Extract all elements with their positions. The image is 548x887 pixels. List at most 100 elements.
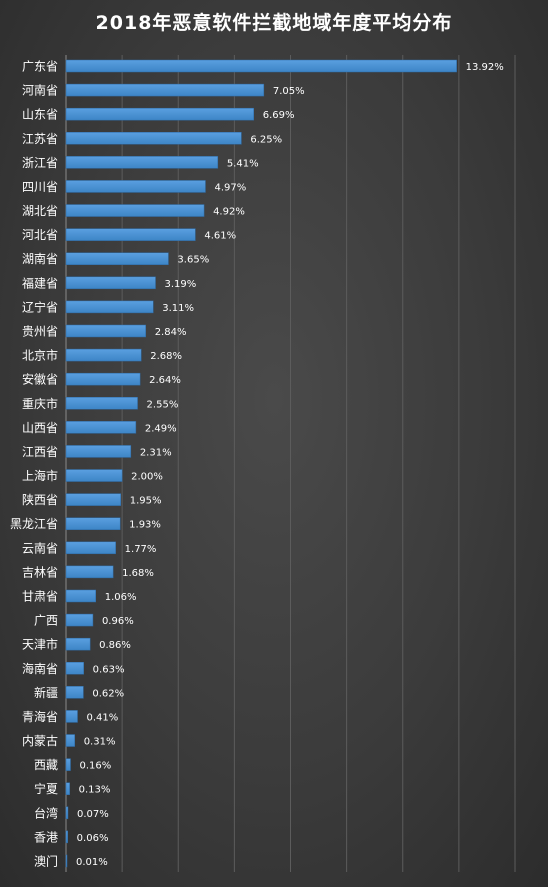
category-label: 上海市: [22, 468, 58, 483]
category-label: 台湾: [34, 805, 58, 820]
data-label: 4.61%: [204, 231, 236, 242]
bar: [65, 662, 84, 675]
data-label: 0.06%: [77, 833, 109, 844]
bar: [65, 565, 114, 579]
bar: [65, 252, 169, 265]
bar: [65, 204, 205, 217]
category-label: 贵州省: [22, 324, 58, 338]
bar: [65, 421, 137, 434]
bar: [65, 830, 68, 844]
bar: [65, 758, 71, 771]
category-label: 安徽省: [22, 372, 58, 387]
data-label: 2.68%: [150, 351, 182, 362]
data-label: 2.31%: [140, 447, 172, 458]
category-label: 广西: [34, 614, 58, 628]
bar: [65, 589, 96, 603]
data-label: 2.55%: [147, 399, 179, 410]
category-label: 四川省: [22, 180, 58, 194]
data-label: 0.63%: [93, 664, 125, 675]
data-label: 1.77%: [125, 544, 157, 555]
bar: [65, 710, 78, 723]
category-label: 宁夏: [34, 781, 58, 796]
bar: [65, 372, 141, 386]
category-label: 内蒙古: [22, 733, 58, 748]
data-label: 0.96%: [102, 616, 134, 627]
data-label: 1.93%: [129, 520, 161, 531]
bar: [65, 180, 206, 193]
category-label: 天津市: [22, 637, 58, 652]
data-label: 2.84%: [155, 327, 187, 338]
data-label: 3.19%: [165, 279, 197, 290]
data-label: 5.41%: [227, 158, 259, 169]
category-label: 新疆: [34, 685, 58, 700]
data-label: 0.01%: [76, 857, 108, 868]
category-label: 江西省: [22, 445, 58, 459]
data-label: 4.92%: [213, 207, 245, 218]
data-label: 1.68%: [122, 568, 154, 579]
bar: [65, 107, 254, 121]
category-label: 吉林省: [22, 565, 58, 579]
data-label: 13.92%: [466, 62, 504, 73]
gridlines: [121, 55, 516, 872]
data-label: 3.65%: [177, 255, 209, 266]
category-label: 香港: [34, 830, 58, 844]
bar: [65, 493, 121, 506]
data-label: 2.49%: [145, 423, 177, 434]
bar: [65, 734, 75, 747]
data-label: 0.16%: [79, 761, 111, 772]
category-label: 陕西省: [22, 492, 58, 507]
category-label: 辽宁省: [22, 299, 58, 314]
category-label: 重庆市: [22, 396, 58, 411]
category-label: 西藏: [34, 758, 58, 772]
bar: [65, 156, 219, 169]
data-label: 6.25%: [250, 134, 282, 145]
bar: [65, 83, 265, 97]
category-label: 山西省: [22, 421, 58, 435]
bar: [65, 445, 132, 458]
data-label: 0.13%: [79, 785, 111, 796]
bar: [65, 686, 84, 699]
category-label: 青海省: [22, 709, 58, 724]
category-label: 黑龙江省: [10, 517, 58, 531]
data-label: 0.31%: [84, 737, 116, 748]
category-label: 云南省: [22, 540, 58, 555]
bar: [65, 397, 138, 410]
data-label: 1.95%: [130, 496, 162, 507]
category-label: 山东省: [22, 108, 58, 122]
chart-title: 2018年恶意软件拦截地域年度平均分布: [95, 12, 453, 34]
category-label: 甘肃省: [22, 589, 58, 603]
category-label: 浙江省: [22, 156, 58, 170]
bar: [65, 228, 196, 241]
bar: [65, 517, 121, 530]
category-label: 澳门: [34, 853, 58, 868]
bar: [65, 541, 116, 555]
bar: [65, 782, 70, 795]
category-label: 广东省: [22, 60, 58, 74]
data-label: 3.11%: [162, 303, 194, 314]
data-label: 2.64%: [149, 375, 181, 386]
data-label: 0.62%: [92, 688, 124, 699]
bar: [65, 806, 69, 820]
category-label: 江苏省: [22, 132, 58, 146]
category-label: 北京市: [22, 348, 58, 363]
category-label: 河北省: [22, 228, 58, 242]
bar: [65, 637, 91, 651]
bar: [65, 300, 154, 314]
bar: [65, 59, 457, 73]
data-label: 0.86%: [99, 640, 131, 651]
category-label: 河南省: [22, 83, 58, 98]
category-label: 海南省: [22, 661, 58, 676]
category-label: 湖北省: [22, 203, 58, 218]
data-label: 4.97%: [214, 182, 246, 193]
bar: [65, 469, 123, 482]
data-label: 6.69%: [263, 110, 295, 121]
category-label: 福建省: [22, 275, 58, 290]
data-label: 2.00%: [131, 472, 163, 483]
bar: [65, 276, 156, 290]
data-label: 7.05%: [273, 86, 305, 97]
bar: [65, 348, 142, 362]
data-label: 1.06%: [105, 592, 137, 603]
bar: [65, 613, 94, 627]
